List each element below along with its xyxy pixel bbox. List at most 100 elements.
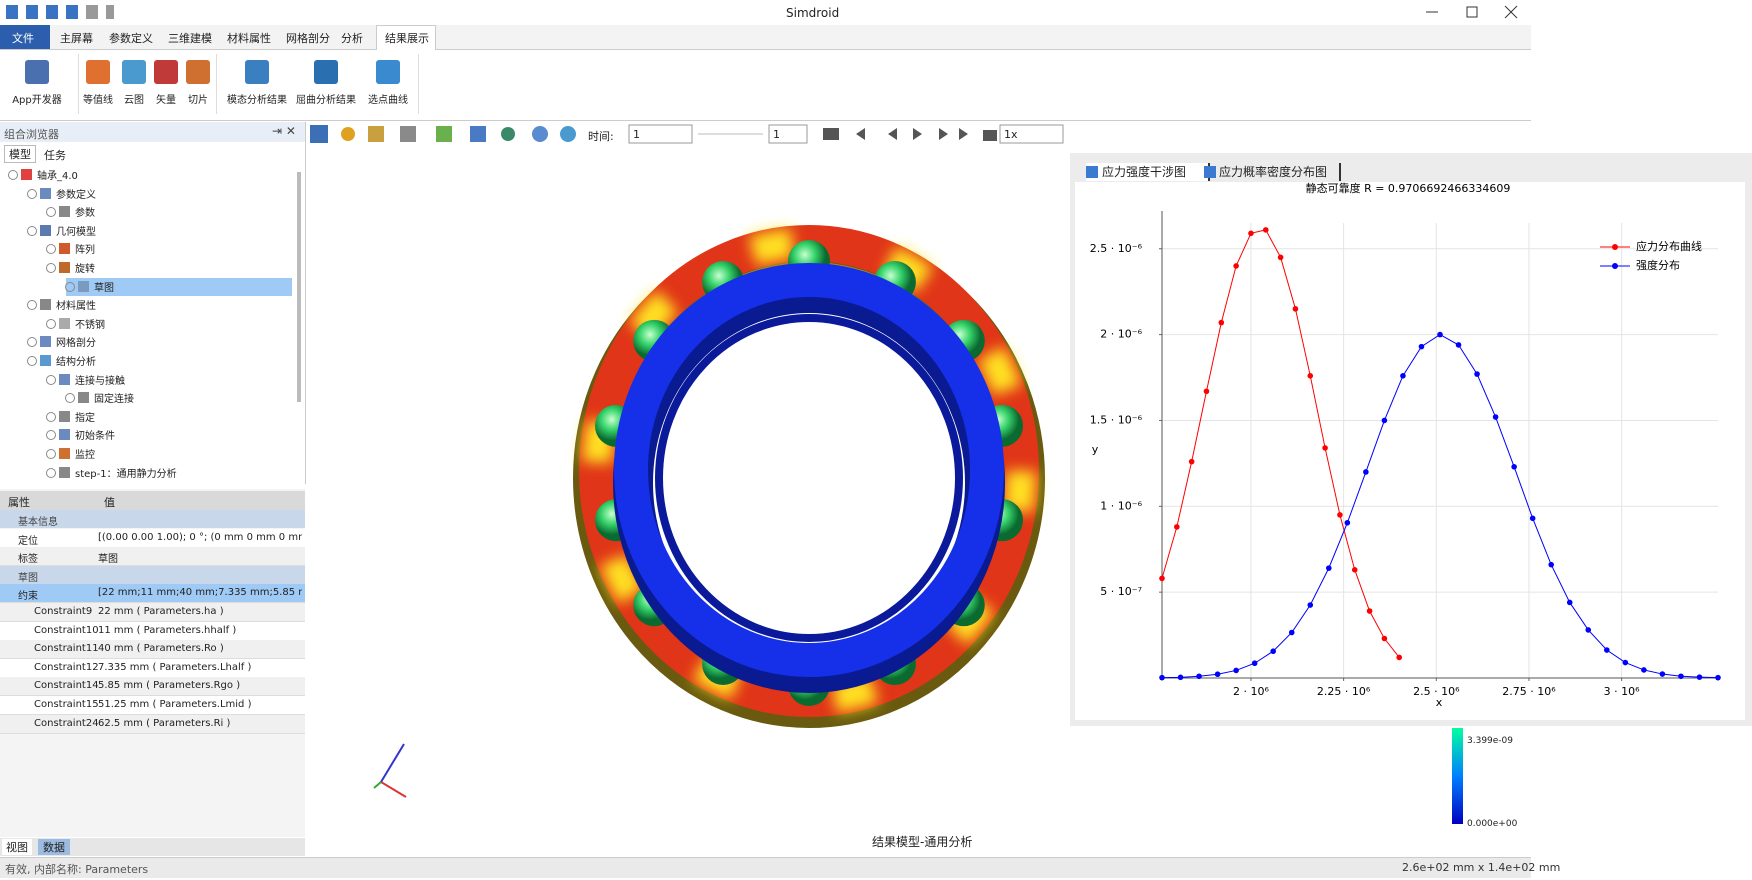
tree-toggle[interactable] — [46, 244, 56, 255]
tree-toggle[interactable] — [46, 374, 56, 385]
prop-row[interactable] — [0, 714, 305, 734]
ribbon-icon[interactable] — [122, 60, 146, 84]
ribbon-icon[interactable] — [154, 60, 178, 84]
prop-row[interactable] — [0, 603, 305, 622]
tree-toggle[interactable] — [46, 207, 56, 218]
status-left: 有效, 内部名称: Parameters — [5, 863, 149, 876]
tree-toggle[interactable] — [46, 449, 56, 459]
tree-toggle[interactable] — [27, 337, 37, 348]
browser-tab[interactable]: 模型 — [4, 145, 36, 163]
scrollbar[interactable] — [297, 172, 301, 402]
ribbon-button-label[interactable]: 切片 — [188, 95, 208, 106]
bottom-tab[interactable]: 视图 — [2, 839, 32, 855]
tree-icon — [40, 355, 51, 366]
tree-toggle[interactable] — [27, 300, 37, 311]
y-tick-label: 2.5 · 10⁻⁶ — [1090, 242, 1143, 255]
data-point — [1188, 458, 1195, 465]
menu-tab[interactable]: 主屏幕 — [60, 32, 93, 45]
prop-row[interactable] — [0, 621, 305, 641]
time-combo[interactable]: 1 — [633, 128, 640, 141]
prop-value: [(0.00 0.00 1.00); 0 °; (0 mm 0 mm 0 mm)… — [98, 531, 302, 543]
menu-tab[interactable]: 结果展示 — [385, 32, 429, 45]
tree-item[interactable]: 网格剖分 — [56, 338, 96, 350]
ribbon-icon[interactable] — [86, 60, 110, 84]
ribbon-icon[interactable] — [186, 60, 210, 84]
window-title: Simdroid — [786, 6, 840, 20]
data-point — [1678, 673, 1684, 680]
tree-icon — [78, 280, 89, 292]
tree-toggle[interactable] — [65, 281, 75, 292]
ribbon-button-label[interactable]: 选点曲线 — [368, 95, 408, 106]
quick-access-icons[interactable] — [6, 5, 114, 19]
menu-tab[interactable]: 参数定义 — [109, 32, 153, 45]
tree-item[interactable]: 参数定义 — [56, 189, 96, 201]
tree-item[interactable]: 监控 — [75, 450, 95, 461]
ribbon-button-label[interactable]: 屈曲分析结果 — [296, 95, 356, 106]
menu-tab[interactable]: 三维建模 — [168, 32, 212, 45]
data-point — [1437, 331, 1443, 338]
speed-combo[interactable]: 1x — [1004, 128, 1018, 141]
tree-item[interactable]: 轴承_4.0 — [37, 171, 78, 182]
tree-toggle[interactable] — [46, 430, 56, 441]
data-point — [1366, 608, 1373, 614]
tree-item[interactable]: 固定连接 — [94, 394, 134, 406]
viewport[interactable] — [308, 148, 1531, 856]
data-point — [1418, 343, 1425, 350]
tree-toggle[interactable] — [46, 467, 56, 478]
y-tick-label: 1.5 · 10⁻⁶ — [1090, 413, 1143, 426]
data-point — [1396, 654, 1403, 661]
tree-item[interactable]: 不锈钢 — [75, 319, 105, 331]
ribbon-button-label[interactable]: 等值线 — [83, 95, 113, 106]
prop-row[interactable] — [0, 696, 305, 715]
data-point — [1307, 602, 1314, 608]
ribbon-button-label[interactable]: 模态分析结果 — [227, 95, 287, 106]
bottom-tabs — [0, 838, 305, 856]
prop-row[interactable] — [0, 658, 305, 678]
ribbon-icon[interactable] — [314, 60, 338, 84]
tree-toggle[interactable] — [46, 411, 56, 422]
prop-row[interactable] — [0, 640, 305, 660]
tree-item[interactable]: 材料属性 — [56, 301, 96, 313]
result-tab[interactable]: 应力概率密度分布图 — [1203, 163, 1341, 181]
tree-toggle[interactable] — [27, 188, 37, 199]
data-point — [1363, 469, 1369, 475]
result-tab[interactable]: 应力强度干涉图 — [1086, 163, 1210, 181]
menu-tab[interactable]: 材料属性 — [227, 32, 271, 45]
tree-toggle[interactable] — [46, 263, 56, 273]
ribbon-button-label[interactable]: 矢量 — [156, 95, 176, 106]
tree-toggle[interactable] — [46, 318, 56, 329]
x-tick-label: 2.25 · 10⁶ — [1317, 685, 1371, 698]
tree-item[interactable]: 旋转 — [75, 264, 95, 275]
tree-item[interactable]: step-1：通用静力分析 — [75, 468, 177, 480]
tree-item[interactable]: 连接与接触 — [75, 375, 125, 387]
browser-tab[interactable]: 任务 — [44, 149, 66, 162]
tree-toggle[interactable] — [8, 170, 18, 180]
tree-item[interactable]: 结构分析 — [56, 357, 96, 368]
tree-item[interactable]: 阵列 — [75, 245, 95, 257]
prop-row[interactable] — [0, 584, 305, 604]
ribbon-icon[interactable] — [376, 60, 400, 84]
tree-toggle[interactable] — [65, 393, 75, 404]
tree-item[interactable]: 指定 — [75, 412, 95, 424]
ribbon-icon[interactable] — [25, 60, 49, 84]
menu-tab[interactable]: 网格剖分 — [286, 32, 330, 45]
tree-item[interactable]: 几何模型 — [56, 226, 96, 238]
tree-toggle[interactable] — [27, 225, 37, 236]
prop-row[interactable] — [0, 677, 305, 697]
bottom-tab[interactable]: 数据 — [38, 839, 70, 855]
panel-buttons[interactable]: ⇥ ✕ — [272, 124, 296, 138]
ribbon-button-label[interactable]: App开发器 — [12, 95, 62, 106]
prop-row[interactable] — [0, 528, 305, 548]
ribbon-button-label[interactable]: 云图 — [124, 95, 144, 106]
tree-item[interactable]: 初始条件 — [75, 431, 115, 443]
step-spin[interactable]: 1 — [773, 128, 780, 141]
prop-row[interactable] — [0, 547, 305, 567]
window-controls[interactable] — [1420, 0, 1530, 25]
tree-item[interactable]: 参数 — [75, 208, 95, 220]
menu-tab[interactable]: 分析 — [341, 32, 363, 45]
tree-item[interactable]: 草图 — [94, 282, 114, 294]
ribbon-icon[interactable] — [245, 60, 269, 84]
menu-tab[interactable]: 文件 — [12, 32, 34, 45]
tree-toggle[interactable] — [27, 356, 37, 366]
view-toolbar[interactable] — [308, 122, 1088, 146]
